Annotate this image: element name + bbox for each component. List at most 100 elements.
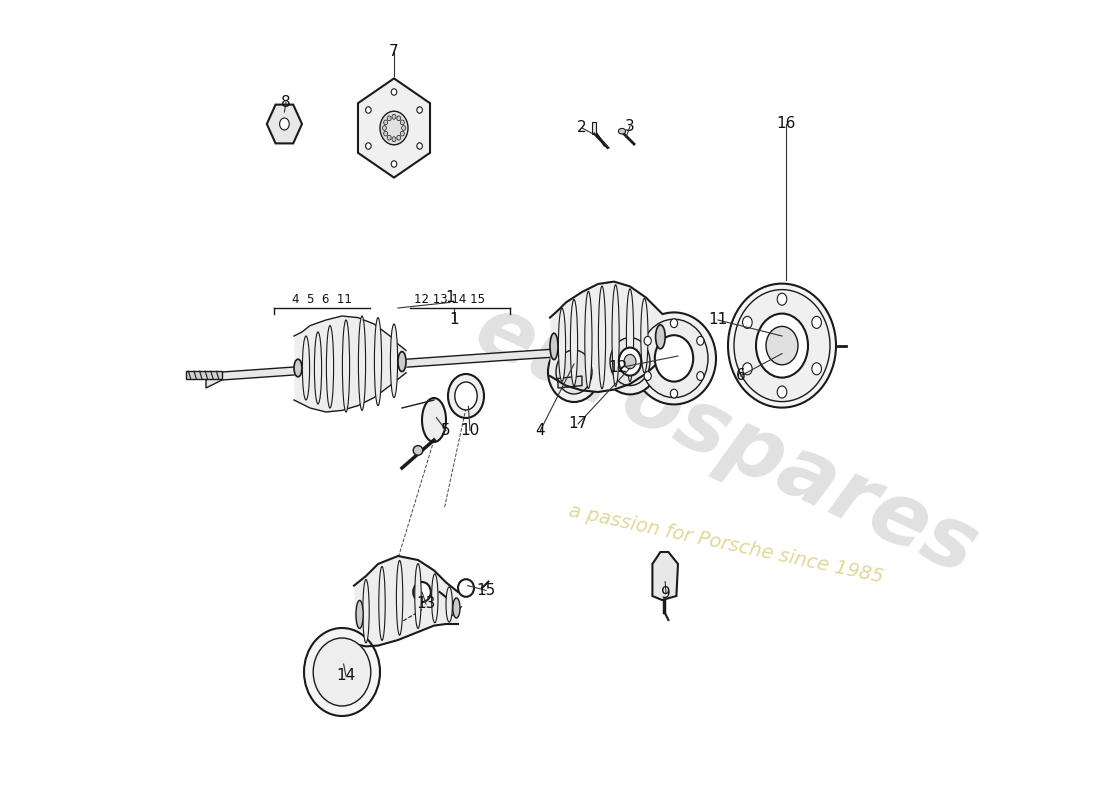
Ellipse shape [356,600,363,629]
Ellipse shape [374,318,382,406]
Ellipse shape [365,106,371,114]
Ellipse shape [396,561,403,635]
Ellipse shape [397,135,400,140]
Ellipse shape [279,118,289,130]
Ellipse shape [398,351,406,371]
Ellipse shape [417,143,422,150]
Ellipse shape [645,336,651,345]
Ellipse shape [624,354,636,369]
Ellipse shape [454,382,477,410]
Ellipse shape [696,336,704,345]
Polygon shape [358,78,430,178]
Ellipse shape [559,308,565,382]
Text: 7: 7 [389,45,399,59]
Ellipse shape [612,285,619,386]
Ellipse shape [392,89,397,95]
Ellipse shape [392,114,396,119]
Text: 16: 16 [777,117,795,131]
Text: 12 13 14 15: 12 13 14 15 [414,294,485,306]
Text: 1: 1 [446,290,454,305]
Text: 12: 12 [608,361,628,375]
Ellipse shape [342,320,350,412]
Text: 17: 17 [569,417,587,431]
Text: 11: 11 [708,313,727,327]
Ellipse shape [294,359,302,377]
Ellipse shape [379,111,408,145]
Ellipse shape [742,317,752,328]
Ellipse shape [417,106,422,114]
Ellipse shape [446,587,452,622]
Ellipse shape [640,319,708,398]
Text: 1: 1 [449,313,459,327]
Text: 8: 8 [282,95,290,110]
Ellipse shape [766,326,797,365]
Ellipse shape [365,142,371,149]
Ellipse shape [402,126,406,130]
Ellipse shape [302,336,309,400]
Text: 13: 13 [416,597,436,611]
Ellipse shape [812,317,822,328]
Ellipse shape [431,574,438,622]
Ellipse shape [656,325,666,349]
Text: a passion for Porsche since 1985: a passion for Porsche since 1985 [566,502,886,586]
Ellipse shape [598,286,606,389]
Ellipse shape [383,126,386,130]
Ellipse shape [387,116,392,121]
Polygon shape [206,340,694,388]
Ellipse shape [390,324,397,398]
Ellipse shape [756,314,808,378]
Ellipse shape [728,283,836,408]
Ellipse shape [315,332,321,404]
Ellipse shape [400,120,405,125]
Ellipse shape [619,347,641,375]
Ellipse shape [571,299,578,386]
Ellipse shape [414,446,422,455]
Ellipse shape [392,161,397,167]
Ellipse shape [387,135,392,140]
Text: eurospares: eurospares [462,287,990,593]
Ellipse shape [602,329,659,394]
Ellipse shape [548,342,600,402]
Text: 2: 2 [578,121,586,135]
Ellipse shape [585,291,592,389]
Polygon shape [593,122,596,134]
Ellipse shape [550,334,558,360]
Text: 4: 4 [536,423,546,438]
Text: 4  5  6  11: 4 5 6 11 [292,294,352,306]
Ellipse shape [359,316,365,410]
Ellipse shape [327,326,333,408]
Ellipse shape [458,579,474,597]
Ellipse shape [778,386,786,398]
Ellipse shape [696,371,704,380]
Ellipse shape [778,293,786,305]
Ellipse shape [742,363,752,374]
Polygon shape [558,376,582,388]
Ellipse shape [610,338,650,386]
Ellipse shape [448,374,484,418]
Ellipse shape [645,371,651,380]
Ellipse shape [314,638,371,706]
Text: 15: 15 [476,583,496,598]
Text: 5: 5 [441,423,451,438]
Ellipse shape [641,298,648,373]
Text: 10: 10 [461,423,480,438]
Ellipse shape [397,116,400,121]
Ellipse shape [304,628,380,716]
Ellipse shape [654,335,693,382]
Text: 14: 14 [337,669,355,683]
Ellipse shape [422,398,446,442]
Ellipse shape [626,289,634,382]
Ellipse shape [384,120,387,125]
Ellipse shape [384,131,387,136]
Ellipse shape [670,318,678,327]
Text: 6: 6 [736,369,746,383]
Ellipse shape [363,579,370,643]
Ellipse shape [556,350,592,394]
Ellipse shape [400,131,405,136]
Ellipse shape [618,129,626,134]
Polygon shape [186,371,222,379]
Ellipse shape [670,390,678,398]
Ellipse shape [632,312,716,404]
Ellipse shape [812,363,822,374]
Ellipse shape [392,137,396,142]
